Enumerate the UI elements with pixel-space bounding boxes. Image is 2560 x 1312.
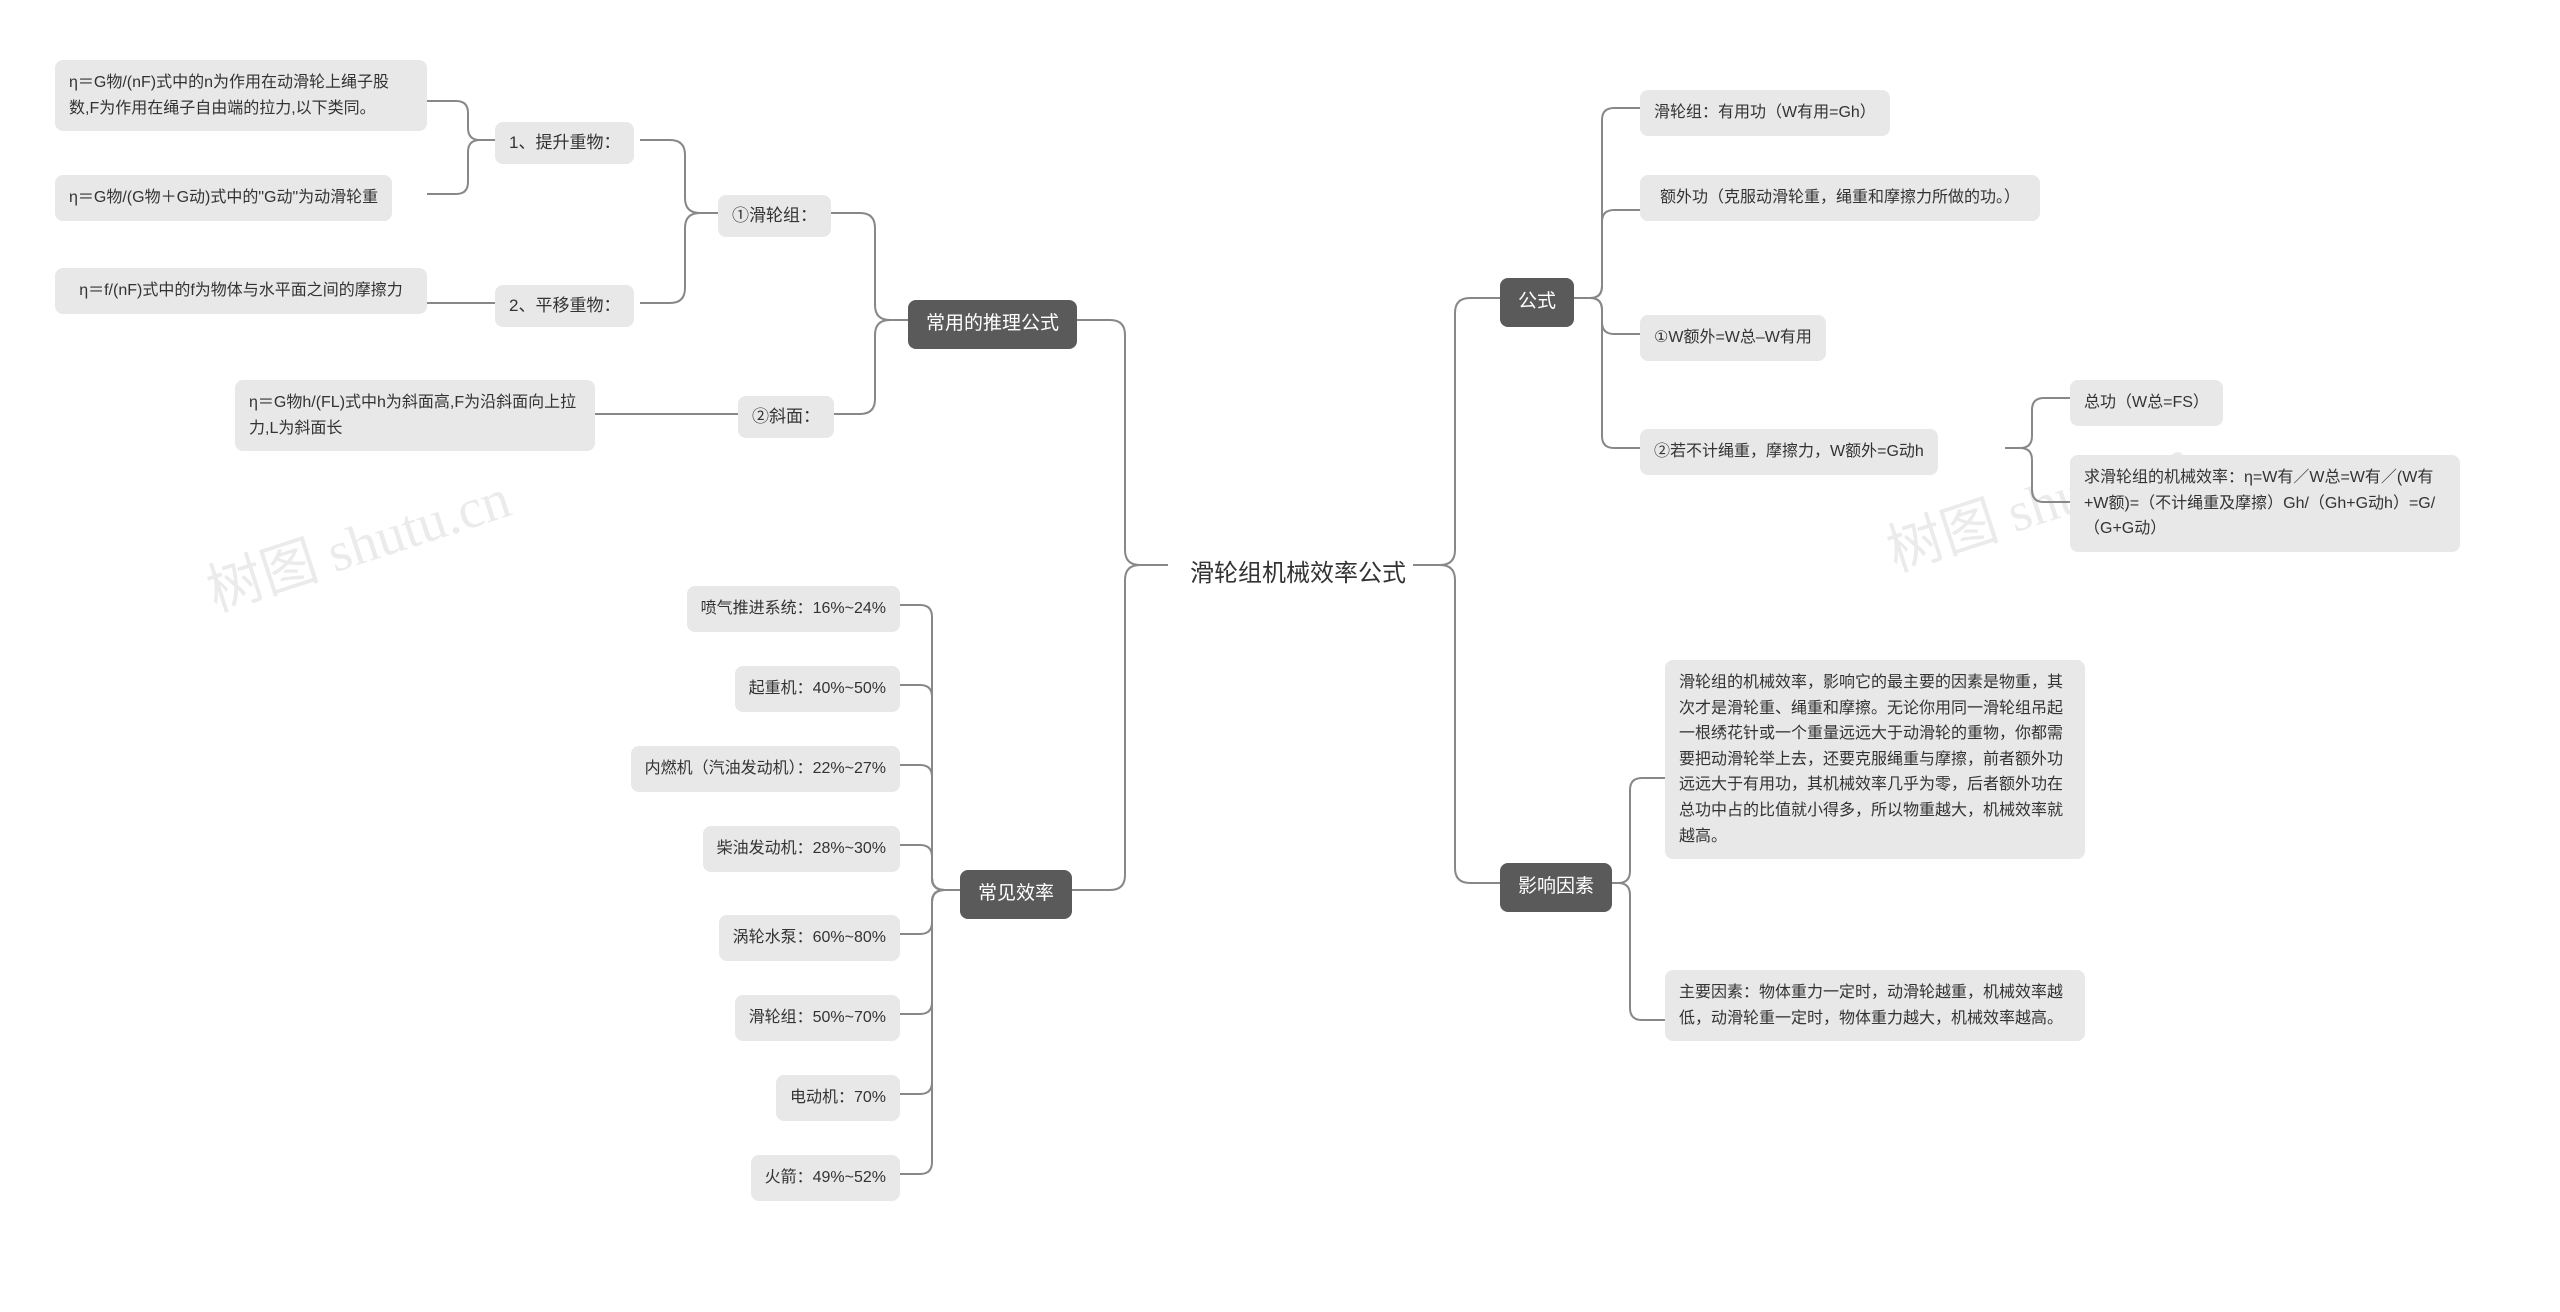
- branch-formula[interactable]: 公式: [1500, 278, 1574, 327]
- leaf-extra-work[interactable]: 额外功（克服动滑轮重，绳重和摩擦力所做的功。）: [1640, 175, 2040, 221]
- branch-common-efficiency[interactable]: 常见效率: [960, 870, 1072, 919]
- eff-item-turbine[interactable]: 涡轮水泵：60%~80%: [719, 915, 900, 961]
- leaf-factor-description[interactable]: 滑轮组的机械效率，影响它的最主要的因素是物重，其次才是滑轮重、绳重和摩擦。无论你…: [1665, 660, 2085, 859]
- sub-no-rope-friction[interactable]: ②若不计绳重，摩擦力，W额外=G动h: [1640, 429, 1938, 475]
- sub-pulley-group[interactable]: ①滑轮组：: [718, 195, 831, 237]
- leaf-efficiency-formula[interactable]: 求滑轮组的机械效率：η=W有／W总=W有／(W有+W额)=（不计绳重及摩擦）Gh…: [2070, 455, 2460, 552]
- root-node[interactable]: 滑轮组机械效率公式: [1168, 542, 1428, 606]
- leaf-formula-n-nf[interactable]: η＝G物/(nF)式中的n为作用在动滑轮上绳子股数,F为作用在绳子自由端的拉力,…: [55, 60, 427, 131]
- sub-incline[interactable]: ②斜面：: [738, 396, 834, 438]
- branch-factors[interactable]: 影响因素: [1500, 863, 1612, 912]
- leaf-extra-total[interactable]: ①W额外=W总–W有用: [1640, 315, 1826, 361]
- eff-item-crane[interactable]: 起重机：40%~50%: [735, 666, 900, 712]
- mindmap-canvas: 树图 shutu.cn 树图 shutu.cn: [0, 0, 2560, 1312]
- eff-item-diesel[interactable]: 柴油发动机：28%~30%: [703, 826, 900, 872]
- leaf-formula-incline[interactable]: η＝G物h/(FL)式中h为斜面高,F为沿斜面向上拉力,L为斜面长: [235, 380, 595, 451]
- item-lift-weight[interactable]: 1、提升重物：: [495, 122, 634, 164]
- leaf-useful-work[interactable]: 滑轮组：有用功（W有用=Gh）: [1640, 90, 1890, 136]
- eff-item-motor[interactable]: 电动机：70%: [776, 1075, 900, 1121]
- watermark: 树图 shutu.cn: [195, 453, 519, 627]
- leaf-factor-main[interactable]: 主要因素：物体重力一定时，动滑轮越重，机械效率越低，动滑轮重一定时，物体重力越大…: [1665, 970, 2085, 1041]
- eff-item-pulley[interactable]: 滑轮组：50%~70%: [735, 995, 900, 1041]
- eff-item-ice[interactable]: 内燃机（汽油发动机）：22%~27%: [631, 746, 900, 792]
- leaf-formula-gwu-gdong[interactable]: η＝G物/(G物＋G动)式中的"G动"为动滑轮重: [55, 175, 392, 221]
- eff-item-rocket[interactable]: 火箭：49%~52%: [751, 1155, 900, 1201]
- eff-item-jet[interactable]: 喷气推进系统：16%~24%: [687, 586, 900, 632]
- branch-common-formulas[interactable]: 常用的推理公式: [908, 300, 1077, 349]
- leaf-formula-friction[interactable]: η＝f/(nF)式中的f为物体与水平面之间的摩擦力: [55, 268, 427, 314]
- leaf-total-work[interactable]: 总功（W总=FS）: [2070, 380, 2223, 426]
- item-translate-weight[interactable]: 2、平移重物：: [495, 285, 634, 327]
